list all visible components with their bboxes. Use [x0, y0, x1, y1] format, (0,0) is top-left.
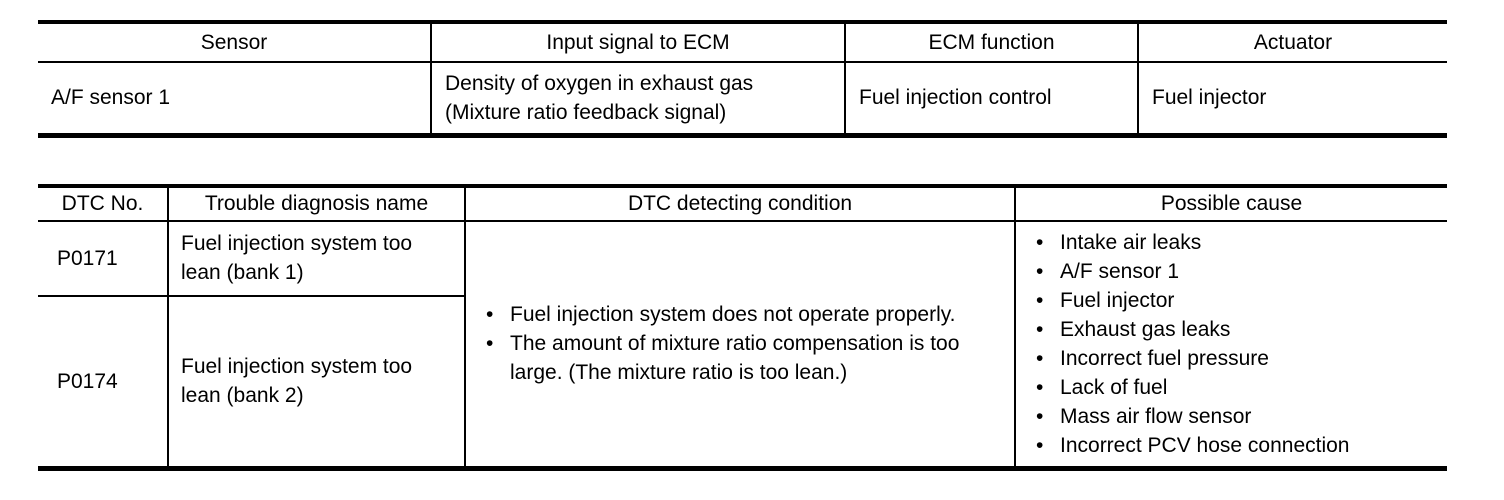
- detecting-condition-column-header: DTC detecting condition: [464, 185, 1015, 222]
- ecm-function-column-header: ECM function: [844, 22, 1138, 63]
- sensor-table-row: A/F sensor 1 Density of oxygen in exhaus…: [38, 62, 1447, 135]
- sensor-actuator-table: Sensor Input signal to ECM ECM function …: [38, 20, 1447, 138]
- diagnosis-name-cell: Fuel injection system too lean (bank 2): [167, 295, 465, 468]
- actuator-cell: Fuel injector: [1137, 62, 1447, 135]
- diagnosis-name-column-header: Trouble diagnosis name: [167, 185, 465, 222]
- sensor-table-header-row: Sensor Input signal to ECM ECM function …: [38, 22, 1447, 63]
- possible-cause-item: A/F sensor 1: [1016, 257, 1439, 286]
- possible-cause-column-header: Possible cause: [1014, 185, 1447, 222]
- possible-cause-item: Mass air flow sensor: [1016, 402, 1439, 431]
- actuator-column-header: Actuator: [1137, 22, 1447, 63]
- detecting-condition-item: The amount of mixture ratio compensation…: [466, 329, 1006, 387]
- input-signal-cell: Density of oxygen in exhaust gas (Mixtur…: [430, 62, 845, 135]
- detecting-condition-list: Fuel injection system does not operate p…: [466, 300, 1006, 387]
- possible-cause-item: Intake air leaks: [1016, 228, 1439, 257]
- dtc-row-p0174: P0174 Fuel injection system too lean (ba…: [38, 295, 1447, 468]
- possible-cause-item: Lack of fuel: [1016, 373, 1439, 402]
- possible-cause-list: Intake air leaks A/F sensor 1 Fuel injec…: [1016, 228, 1439, 460]
- dtc-table-header-row: DTC No. Trouble diagnosis name DTC detec…: [38, 185, 1447, 222]
- service-manual-page: Sensor Input signal to ECM ECM function …: [0, 0, 1504, 471]
- dtc-no-cell: P0174: [57, 369, 118, 393]
- detecting-condition-cell: Fuel injection system does not operate p…: [464, 220, 1015, 468]
- sensor-column-header: Sensor: [38, 22, 431, 63]
- possible-cause-item: Exhaust gas leaks: [1016, 315, 1439, 344]
- dtc-no-column-header: DTC No.: [38, 185, 168, 222]
- dtc-table: DTC No. Trouble diagnosis name DTC detec…: [38, 183, 1447, 471]
- input-signal-column-header: Input signal to ECM: [430, 22, 845, 63]
- possible-cause-item: Incorrect fuel pressure: [1016, 344, 1439, 373]
- possible-cause-item: Fuel injector: [1016, 286, 1439, 315]
- detecting-condition-item: Fuel injection system does not operate p…: [466, 300, 1006, 329]
- dtc-no-cell: P0171: [38, 220, 168, 297]
- diagnosis-name-cell: Fuel injection system too lean (bank 1): [167, 220, 465, 297]
- possible-cause-cell: Intake air leaks A/F sensor 1 Fuel injec…: [1014, 220, 1447, 468]
- dtc-row-p0171: P0171 Fuel injection system too lean (ba…: [38, 220, 1447, 468]
- ecm-function-cell: Fuel injection control: [844, 62, 1138, 135]
- possible-cause-item: Incorrect PCV hose connection: [1016, 431, 1439, 460]
- sensor-cell: A/F sensor 1: [51, 86, 171, 110]
